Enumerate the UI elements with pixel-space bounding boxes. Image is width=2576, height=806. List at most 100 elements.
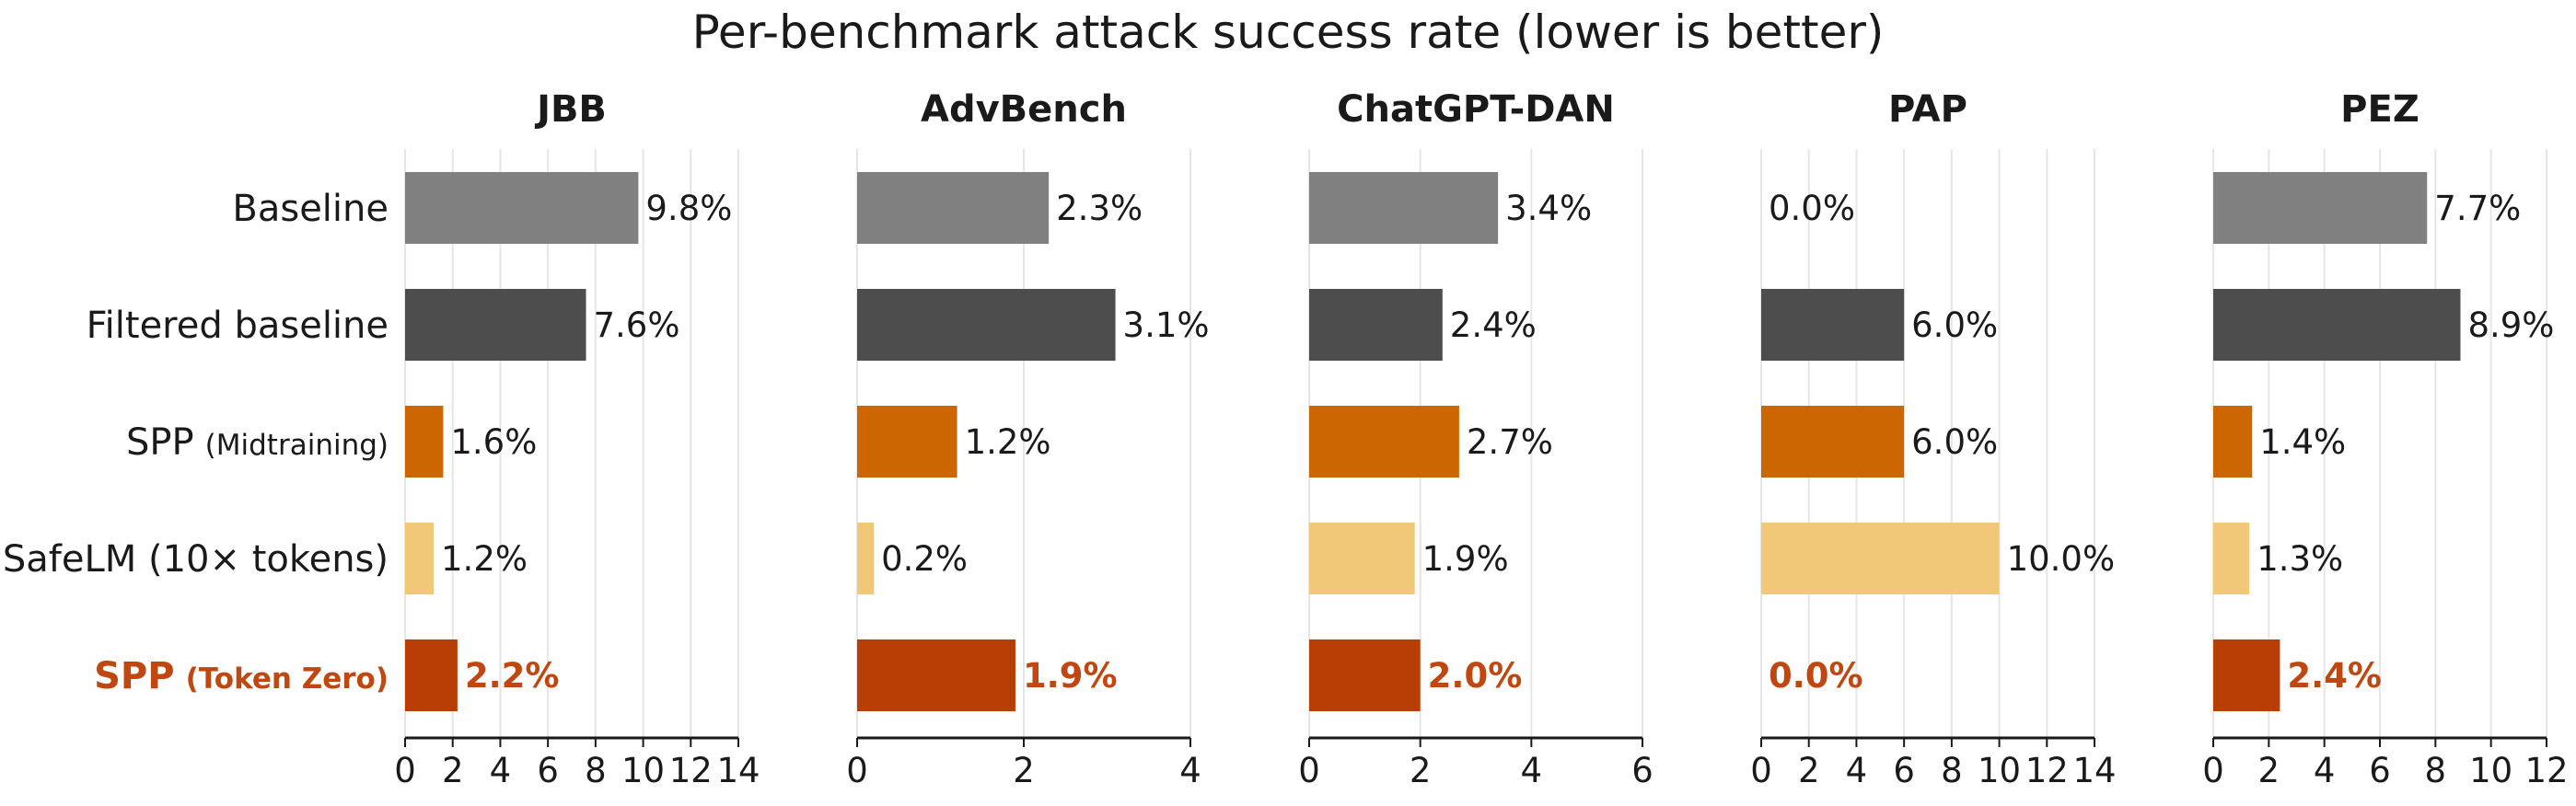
category-label-sub: (Token Zero) [186,662,389,696]
category-labels: Baseline Filtered baseline SPP (Midtraining… [3,188,389,697]
data-label: 1.3% [2257,539,2343,579]
x-tick-label: 4 [1846,751,1868,790]
x-tick-label: 8 [1941,751,1963,790]
panel-title: PEZ [2340,88,2419,131]
data-label: 2.4% [2287,656,2382,696]
bar [405,639,458,711]
x-tick-label: 8 [2425,751,2447,790]
x-tick-label: 2 [1013,751,1035,790]
data-label: 2.4% [1450,305,1537,345]
bar [857,523,875,594]
panel-title: AdvBench [921,88,1127,131]
bar [1309,406,1459,478]
x-tick-label: 0 [394,751,416,790]
data-label: 0.0% [1769,656,1863,696]
x-tick-label: 4 [1521,751,1543,790]
x-tick-label: 14 [716,751,760,790]
x-tick-label: 10 [621,751,665,790]
bar [1761,406,1905,478]
data-label: 0.0% [1769,189,1855,228]
x-tick-label: 0 [1750,751,1772,790]
bar [1309,639,1421,711]
panel-advbench: AdvBench 2.3% 3.1% 1.2% 0.2% 1.9% 0 2 4 [846,88,1209,790]
bar [2213,289,2461,361]
category-label-main: Filtered baseline [87,305,389,347]
data-label: 1.9% [1023,656,1118,696]
x-tick-label: 4 [490,751,512,790]
category-label: SafeLM (10× tokens) [3,538,389,581]
x-tick-label: 6 [1631,751,1654,790]
bar [405,172,639,244]
x-tick-label: 2 [1410,751,1432,790]
bar [2213,406,2253,478]
panel-jbb: JBB 9.8% 7.6% 1.6% 1.2% 2.2% 0 2 4 6 8 10 12 14 [394,88,760,790]
category-label: SPP (Token Zero) [94,655,389,697]
category-label-main: SPP [94,655,174,697]
x-tick-label: 6 [2369,751,2391,790]
x-tick-label: 0 [846,751,868,790]
chart-title: Per-benchmark attack success rate (lower… [692,6,1885,59]
data-label: 1.4% [2259,422,2346,462]
category-label-sub: (Midtraining) [205,429,389,462]
data-label: 1.2% [441,539,528,579]
bar [2213,639,2280,711]
bar [2213,523,2250,594]
x-tick-label: 14 [2072,751,2116,790]
x-tick-label: 2 [2258,751,2280,790]
data-label: 6.0% [1911,305,1998,345]
panel-chatgpt-dan: ChatGPT-DAN 3.4% 2.4% 2.7% 1.9% 2.0% 0 2 4 6 [1298,88,1654,790]
bar [1309,523,1415,594]
x-tick-label: 6 [1893,751,1915,790]
data-label: 2.3% [1056,189,1143,228]
data-label: 9.8% [645,189,732,228]
category-label-main: SPP [126,421,194,464]
x-tick-label: 4 [1179,751,1201,790]
x-tick-label: 6 [537,751,559,790]
x-tick-label: 4 [2314,751,2336,790]
data-label: 1.6% [450,422,537,462]
bar [1761,289,1905,361]
bar [1309,289,1443,361]
data-label: 2.2% [465,656,560,696]
x-tick-label: 0 [2202,751,2224,790]
data-label: 8.9% [2467,305,2554,345]
x-tick-label: 8 [585,751,607,790]
x-tick-label: 12 [669,751,713,790]
bar [405,289,586,361]
bar [1309,172,1499,244]
category-label: Baseline [232,188,389,230]
data-label: 2.0% [1428,656,1523,696]
category-label-main: SafeLM (10× tokens) [3,538,389,581]
data-label: 1.9% [1422,539,1509,579]
bar [2213,172,2428,244]
data-label: 10.0% [2007,539,2116,579]
data-label: 7.7% [2434,189,2521,228]
panel-title: ChatGPT-DAN [1337,88,1615,131]
data-label: 7.6% [594,305,680,345]
category-label: Filtered baseline [87,305,389,347]
data-label: 6.0% [1911,422,1998,462]
bar [405,523,435,594]
data-label: 3.1% [1123,305,1210,345]
data-label: 2.7% [1467,422,1553,462]
bar [857,639,1015,711]
x-tick-label: 10 [1978,751,2021,790]
panel-pap: PAP 0.0% 6.0% 6.0% 10.0% 0.0% 0 2 4 6 8 10 12 14 [1750,88,2116,790]
bar [405,406,444,478]
data-label: 0.2% [881,539,968,579]
x-tick-label: 0 [1298,751,1320,790]
panel-pez: PEZ 7.7% 8.9% 1.4% 1.3% 2.4% 0 2 4 6 8 10 12 [2202,88,2568,790]
category-label: SPP (Midtraining) [126,421,389,464]
bar [1761,523,2000,594]
panel-title: JBB [534,88,607,131]
bar [857,406,957,478]
data-label: 1.2% [965,422,1051,462]
category-label-main: Baseline [232,188,389,230]
bar [857,172,1050,244]
x-tick-label: 2 [442,751,464,790]
x-tick-label: 12 [2524,751,2568,790]
x-tick-label: 10 [2469,751,2512,790]
bar [857,289,1116,361]
